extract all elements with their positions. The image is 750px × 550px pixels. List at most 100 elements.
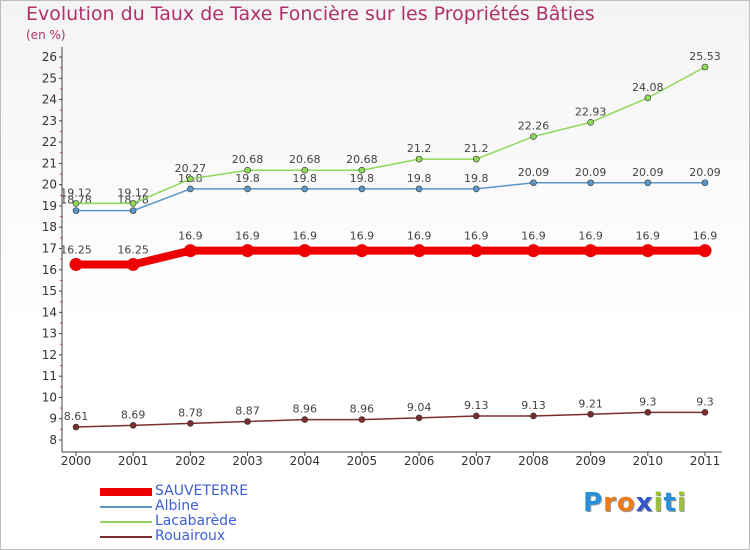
data-label-rouairoux: 8.87 (235, 404, 260, 417)
data-point-sauveterre (526, 244, 540, 258)
logo-letter: t (663, 488, 677, 518)
x-tick-label: 2007 (461, 454, 492, 468)
legend: SAUVETERRE Albine Lacabarède Rouairoux (100, 483, 300, 544)
data-point-sauveterre (69, 257, 83, 271)
data-label-lacabar-de: 19.12 (60, 186, 92, 199)
data-point-lacabar-de (472, 155, 480, 163)
data-point-albine (301, 185, 309, 193)
x-tick-label: 2011 (690, 454, 721, 468)
y-tick-label: 26 (42, 50, 57, 64)
data-point-lacabar-de (530, 133, 537, 140)
y-tick-label: 24 (42, 93, 57, 107)
y-tick-label: 13 (42, 327, 57, 341)
data-point-lacabar-de (244, 166, 251, 174)
data-label-sauveterre: 16.9 (521, 230, 546, 243)
data-label-sauveterre: 16.9 (578, 230, 603, 243)
x-tick-label: 2008 (518, 454, 549, 468)
logo-letter: i (653, 488, 664, 518)
series-line-sauveterre (72, 246, 709, 269)
data-point-sauveterre (298, 244, 312, 258)
data-point-albine (129, 207, 137, 214)
data-point-rouairoux (644, 409, 652, 416)
legend-label: Lacabarède (155, 513, 237, 529)
data-point-albine (530, 179, 537, 187)
y-tick-label: 18 (42, 220, 57, 234)
legend-swatch (100, 488, 152, 496)
data-label-rouairoux: 8.96 (350, 403, 375, 416)
x-tick-label: 2003 (232, 454, 263, 468)
y-tick-label: 21 (42, 156, 57, 170)
x-tick-label: 2009 (575, 454, 606, 468)
legend-label: Rouairoux (155, 528, 226, 544)
data-label-lacabar-de: 22.93 (575, 105, 607, 118)
data-label-albine: 20.09 (518, 166, 550, 179)
data-label-sauveterre: 16.9 (693, 230, 718, 243)
y-tick-label: 22 (42, 135, 57, 149)
chart-title: Evolution du Taux de Taxe Foncière sur l… (26, 3, 595, 25)
data-label-rouairoux: 9.3 (696, 395, 714, 408)
y-tick-label: 25 (42, 71, 57, 85)
y-tick-label: 9 (49, 412, 57, 426)
data-label-rouairoux: 9.04 (407, 401, 432, 414)
data-label-rouairoux: 9.13 (464, 399, 489, 412)
data-label-lacabar-de: 24.08 (632, 81, 664, 94)
data-point-lacabar-de (644, 94, 652, 102)
x-tick-label: 2002 (175, 454, 206, 468)
legend-item: SAUVETERRE (100, 483, 300, 499)
data-point-rouairoux (701, 409, 709, 416)
data-point-lacabar-de (129, 200, 137, 207)
data-label-lacabar-de: 20.27 (175, 162, 207, 175)
x-tick-label: 2001 (118, 454, 149, 468)
data-point-rouairoux (244, 418, 251, 425)
y-tick-label: 14 (42, 305, 57, 319)
x-tick-label: 2005 (347, 454, 378, 468)
y-tick-label: 12 (42, 348, 57, 362)
legend-swatch (100, 506, 152, 508)
legend-item: Albine (100, 498, 300, 514)
data-label-rouairoux: 8.78 (178, 406, 203, 419)
data-label-sauveterre: 16.9 (407, 230, 432, 243)
legend-swatch (100, 521, 152, 523)
logo-letter: o (616, 488, 636, 518)
data-point-sauveterre (469, 244, 483, 258)
data-point-lacabar-de (415, 155, 423, 163)
data-label-rouairoux: 9.13 (521, 399, 546, 412)
data-point-rouairoux (129, 422, 137, 429)
data-point-albine (244, 185, 251, 193)
data-label-albine: 19.8 (464, 172, 489, 185)
data-point-sauveterre (412, 244, 426, 258)
data-label-lacabar-de: 20.68 (346, 153, 378, 166)
logo-letter: r (603, 488, 617, 518)
data-label-sauveterre: 16.9 (292, 230, 317, 243)
data-point-lacabar-de (187, 175, 194, 183)
data-label-sauveterre: 16.9 (464, 230, 489, 243)
data-point-rouairoux (72, 423, 80, 431)
data-point-rouairoux (301, 416, 309, 423)
logo-letter: P (583, 488, 604, 518)
data-point-sauveterre (584, 244, 598, 258)
data-label-rouairoux: 9.21 (578, 397, 603, 410)
logo-letter: x (635, 488, 654, 518)
data-label-rouairoux: 8.96 (292, 403, 317, 416)
y-tick-label: 19 (42, 199, 57, 213)
data-label-lacabar-de: 22.26 (518, 120, 550, 133)
data-point-lacabar-de (701, 63, 709, 71)
data-label-albine: 19.8 (350, 172, 375, 185)
data-point-rouairoux (415, 414, 423, 422)
data-label-lacabar-de: 21.2 (407, 142, 432, 155)
y-tick-label: 16 (42, 263, 57, 277)
data-point-lacabar-de (72, 200, 80, 207)
unit-label: (en %) (26, 28, 66, 42)
data-label-lacabar-de: 20.68 (289, 153, 321, 166)
data-label-lacabar-de: 25.53 (689, 50, 721, 63)
data-point-albine (587, 179, 594, 187)
legend-item: Rouairoux (100, 528, 300, 544)
data-point-albine (472, 185, 480, 193)
y-tick-label: 8 (49, 433, 57, 447)
data-point-sauveterre (183, 244, 197, 258)
data-point-sauveterre (698, 244, 712, 258)
data-label-albine: 20.09 (689, 166, 721, 179)
data-label-sauveterre: 16.9 (178, 230, 203, 243)
legend-swatch (100, 536, 152, 538)
y-tick-label: 11 (42, 369, 57, 383)
